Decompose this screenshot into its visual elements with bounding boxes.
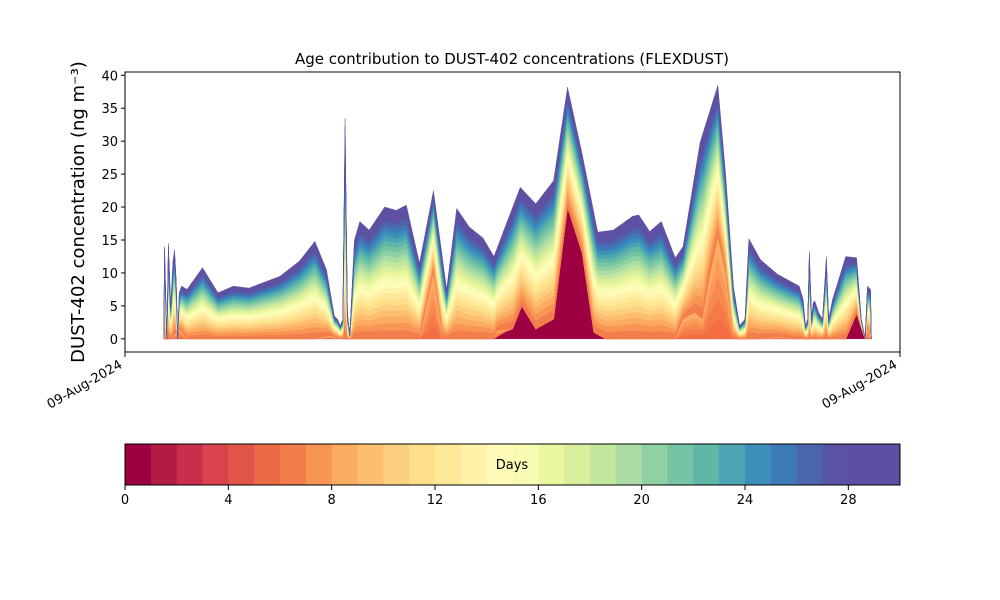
stacked-area-layers <box>163 85 872 340</box>
colorbar-segment <box>822 444 849 485</box>
colorbar-ticks: 0 4 8 12 16 20 24 28 <box>121 485 857 508</box>
y-tick-label: 40 <box>101 69 118 84</box>
colorbar-tick-label: 16 <box>530 493 547 508</box>
age-layer-29 <box>163 85 872 339</box>
colorbar-segment <box>305 444 333 485</box>
colorbar-segment <box>770 444 798 485</box>
colorbar-tick-label: 28 <box>840 493 857 508</box>
y-tick-label: 30 <box>101 135 118 150</box>
colorbar-segment <box>460 444 488 485</box>
colorbar-segment <box>796 444 823 485</box>
colorbar-segment <box>228 444 255 485</box>
y-tick-label: 10 <box>101 267 118 282</box>
colorbar-tick-label: 24 <box>737 493 754 508</box>
colorbar-segment <box>874 444 901 485</box>
y-tick-label: 0 <box>110 333 118 348</box>
colorbar-segment <box>641 444 668 485</box>
y-tick-label: 35 <box>101 102 118 117</box>
colorbar-segment <box>512 444 539 485</box>
y-axis-ticks: 0 5 10 15 20 25 30 35 40 <box>101 69 125 348</box>
colorbar-segment <box>590 444 617 485</box>
colorbar-segment <box>383 444 410 485</box>
colorbar-segment <box>125 444 152 485</box>
colorbar-frame <box>124 443 901 486</box>
colorbar-segment <box>564 444 591 485</box>
colorbar-segment <box>719 444 746 485</box>
colorbar-segment <box>202 444 229 485</box>
colorbar-segment <box>176 444 203 485</box>
colorbar-segment <box>538 444 565 485</box>
y-tick-label: 15 <box>101 234 118 249</box>
x-tick-label: 09-Aug-2024 <box>45 357 125 412</box>
colorbar-tick-label: 20 <box>633 493 650 508</box>
chart-title: Age contribution to DUST-402 concentrati… <box>295 50 729 68</box>
y-axis-label: DUST-402 concentration (ng m⁻³) <box>68 61 89 363</box>
colorbar-segment <box>435 444 462 485</box>
x-tick-label: 09-Aug-2024 <box>820 357 900 412</box>
plot-frame <box>124 71 901 353</box>
colorbar-tick-label: 8 <box>328 493 336 508</box>
colorbar-segment <box>357 444 384 485</box>
colorbar-segment <box>745 444 772 485</box>
colorbar-tick-label: 0 <box>121 493 129 508</box>
colorbar-segment <box>615 444 643 485</box>
colorbar-segment <box>280 444 307 485</box>
colorbar-segment <box>331 444 358 485</box>
colorbar-segment <box>848 444 875 485</box>
colorbar-segment <box>254 444 281 485</box>
colorbar-segment <box>667 444 694 485</box>
x-axis-ticks: 09-Aug-2024 09-Aug-2024 <box>45 352 901 413</box>
colorbar-segment <box>693 444 720 485</box>
colorbar-segment <box>409 444 436 485</box>
colorbar-segment <box>486 444 513 485</box>
colorbar-tick-label: 12 <box>427 493 444 508</box>
y-tick-label: 20 <box>101 201 118 216</box>
colorbar-segment <box>150 444 178 485</box>
colorbar-label: Days <box>496 458 529 473</box>
colorbar <box>125 444 901 485</box>
y-tick-label: 5 <box>110 300 118 315</box>
y-tick-label: 25 <box>101 168 118 183</box>
colorbar-tick-label: 4 <box>224 493 232 508</box>
